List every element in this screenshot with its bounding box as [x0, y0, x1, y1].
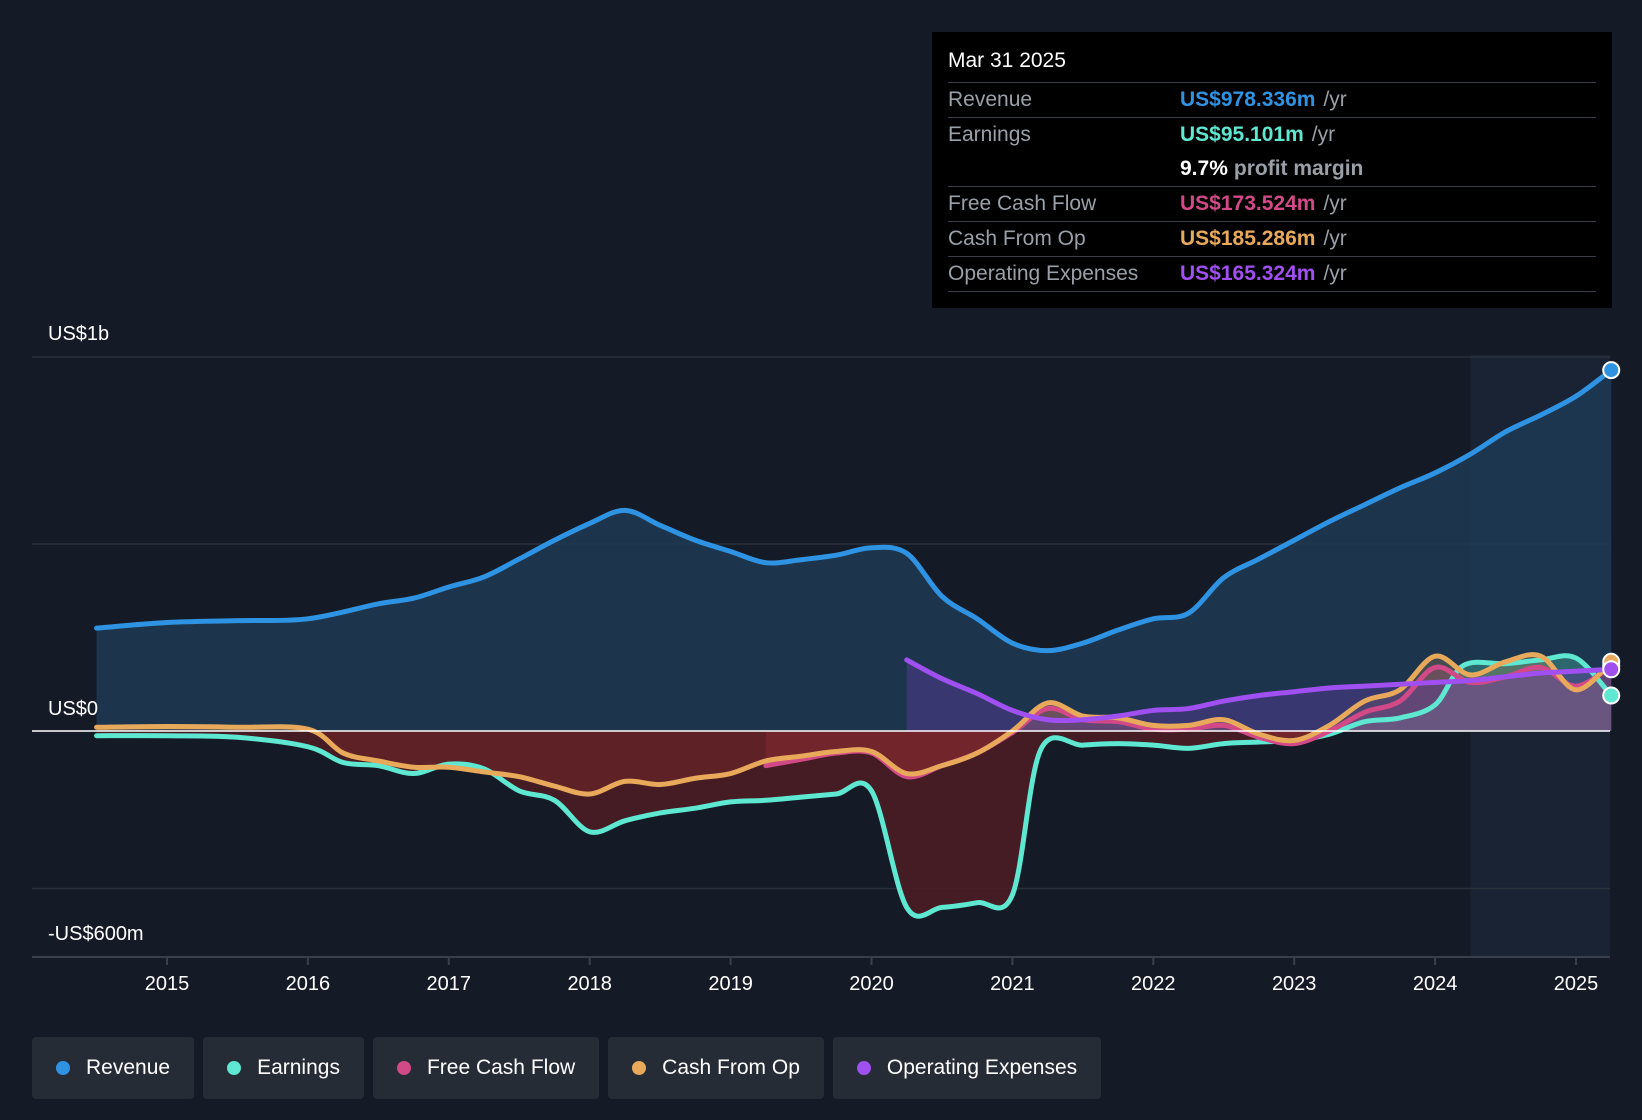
- tooltip-label: Free Cash Flow: [948, 192, 1097, 215]
- x-tick-labels: 2015 2016 2017 2018 2019 2020 2021 2022 2023 2024…: [145, 957, 1599, 995]
- x-tick-label: 2023: [1272, 973, 1317, 995]
- tooltip-row-opex: Operating Expenses US$165.324m /yr: [948, 257, 1596, 292]
- legend-label: Free Cash Flow: [426, 1056, 576, 1079]
- tooltip-value: US$173.524m: [1180, 192, 1316, 215]
- series-fills: [96, 370, 1612, 917]
- tooltip-spacer: [948, 152, 1180, 186]
- legend-label: Operating Expenses: [886, 1056, 1078, 1079]
- tooltip-panel: Mar 31 2025 Revenue US$978.336m /yr Earn…: [932, 32, 1612, 308]
- tooltip-row-revenue: Revenue US$978.336m /yr: [948, 83, 1596, 118]
- free-cash-flow-area-positive: [765, 665, 1612, 731]
- revenue-endpoint: [1602, 361, 1621, 380]
- legend-item-free-cash-flow[interactable]: Free Cash Flow: [372, 1037, 600, 1099]
- tooltip-unit: /yr: [1323, 262, 1347, 285]
- legend-label: Earnings: [257, 1056, 340, 1079]
- series-lines: [94, 367, 1614, 919]
- y-label-zero: US$0: [48, 698, 98, 720]
- legend-dot-icon: [227, 1061, 242, 1075]
- tooltip-value: US$165.324m: [1180, 262, 1316, 285]
- tooltip-label: Revenue: [948, 88, 1033, 111]
- x-tick-label: 2020: [849, 973, 894, 995]
- tooltip-value: US$185.286m: [1180, 227, 1316, 250]
- operating-expenses-line: [904, 657, 1614, 724]
- chart-canvas: US$1b US$0 -US$600m 2015 2016 2017 2018 2019…: [32, 323, 1621, 995]
- tooltip-date: Mar 31 2025: [948, 46, 1596, 83]
- x-tick-label: 2021: [990, 973, 1035, 995]
- y-label-bottom: -US$600m: [48, 923, 144, 945]
- revenue-line: [94, 367, 1614, 654]
- tooltip-value: US$95.101m: [1180, 123, 1304, 146]
- tooltip-row-cfo: Cash From Op US$185.286m /yr: [948, 222, 1596, 257]
- x-tick-label: 2025: [1554, 973, 1599, 995]
- tooltip-unit: /yr: [1323, 192, 1347, 215]
- revenue-area-positive: [96, 370, 1612, 731]
- x-tick-label: 2016: [286, 973, 331, 995]
- earnings-area-positive: [96, 655, 1612, 731]
- legend-label: Revenue: [86, 1056, 171, 1079]
- legend-dot-icon: [56, 1061, 70, 1075]
- series-endpoints: [1602, 361, 1621, 705]
- legend-item-cash-from-op[interactable]: Cash From Op: [608, 1037, 824, 1099]
- legend-label: Cash From Op: [662, 1056, 800, 1079]
- operating-expenses-endpoint: [1602, 660, 1621, 679]
- profit-margin-label: profit margin: [1233, 157, 1364, 180]
- x-tick-label: 2015: [145, 973, 190, 995]
- tooltip-unit: /yr: [1311, 123, 1336, 146]
- x-tick-label: 2019: [708, 973, 753, 995]
- x-tick-label: 2018: [567, 973, 612, 995]
- cash-from-op-area-negative: [96, 731, 1612, 795]
- tooltip-unit: /yr: [1323, 227, 1347, 250]
- legend-item-earnings[interactable]: Earnings: [203, 1037, 364, 1099]
- tooltip-label: Earnings: [948, 123, 1031, 146]
- legend-item-operating-expenses[interactable]: Operating Expenses: [832, 1037, 1102, 1099]
- cash-from-op-line: [94, 652, 1614, 797]
- legend-dot-icon: [396, 1061, 411, 1075]
- tooltip-row-profit-margin: 9.7% profit margin: [948, 152, 1596, 187]
- legend-dot-icon: [856, 1061, 871, 1075]
- x-tick-label: 2017: [427, 973, 472, 995]
- legend-item-revenue[interactable]: Revenue: [32, 1037, 195, 1099]
- tooltip-row-earnings: Earnings US$95.101m /yr: [948, 118, 1596, 152]
- free-cash-flow-area-negative: [765, 731, 1612, 777]
- tooltip-label: Cash From Op: [948, 227, 1086, 250]
- legend-dot-icon: [632, 1061, 647, 1075]
- x-tick-label: 2024: [1413, 973, 1458, 995]
- legend: Revenue Earnings Free Cash Flow Cash Fro…: [32, 1037, 1110, 1099]
- tooltip-row-fcf: Free Cash Flow US$173.524m /yr: [948, 187, 1596, 222]
- x-tick-label: 2022: [1131, 973, 1176, 995]
- cash-from-op-area-positive: [96, 654, 1612, 731]
- tooltip-unit: /yr: [1323, 88, 1347, 111]
- earnings-endpoint: [1602, 686, 1621, 705]
- earnings-area-negative: [96, 731, 1612, 917]
- tooltip-value: US$978.336m: [1180, 88, 1316, 111]
- y-label-top: US$1b: [48, 323, 109, 345]
- tooltip-label: Operating Expenses: [948, 262, 1139, 285]
- profit-margin-value: 9.7%: [1180, 157, 1228, 180]
